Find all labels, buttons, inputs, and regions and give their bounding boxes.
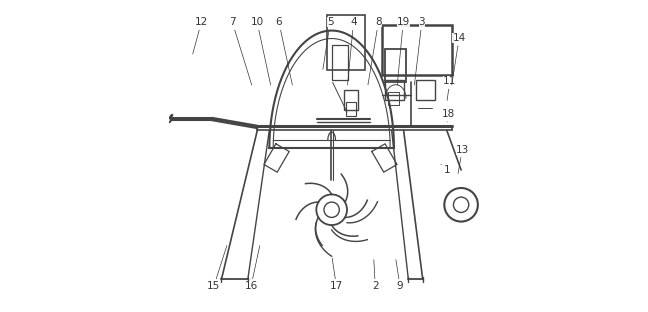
- Bar: [382, 25, 452, 76]
- Circle shape: [324, 202, 340, 217]
- Text: 8: 8: [368, 17, 382, 85]
- Bar: [346, 102, 356, 116]
- Bar: [343, 90, 358, 110]
- Text: 1: 1: [441, 164, 450, 175]
- Circle shape: [445, 188, 478, 222]
- Text: 14: 14: [452, 33, 466, 85]
- Bar: [327, 15, 365, 71]
- Circle shape: [454, 197, 469, 212]
- Text: 17: 17: [330, 258, 343, 291]
- Text: 3: 3: [415, 17, 425, 85]
- Text: 7: 7: [229, 17, 251, 85]
- Text: 4: 4: [347, 17, 357, 85]
- Text: 2: 2: [372, 260, 378, 291]
- Bar: [386, 50, 406, 82]
- Text: 5: 5: [323, 17, 334, 69]
- Text: 18: 18: [442, 109, 455, 122]
- Bar: [388, 92, 399, 105]
- Bar: [332, 46, 349, 80]
- Bar: [386, 80, 404, 100]
- Text: 19: 19: [397, 17, 410, 85]
- Text: 13: 13: [456, 145, 469, 173]
- Bar: [415, 80, 435, 100]
- Text: 10: 10: [251, 17, 271, 85]
- Text: 15: 15: [207, 246, 227, 291]
- Text: 12: 12: [192, 17, 208, 54]
- Text: 9: 9: [396, 260, 404, 291]
- Text: 11: 11: [443, 76, 456, 100]
- Text: 16: 16: [244, 246, 260, 291]
- Circle shape: [316, 194, 347, 225]
- Text: 6: 6: [275, 17, 292, 85]
